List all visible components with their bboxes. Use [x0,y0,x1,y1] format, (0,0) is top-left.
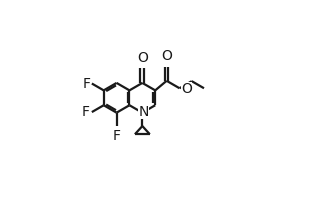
Text: F: F [82,105,90,119]
Text: F: F [82,77,90,90]
Text: F: F [113,129,120,143]
Text: O: O [181,82,192,96]
Text: N: N [138,105,148,119]
Text: O: O [137,51,148,65]
Text: O: O [161,49,172,63]
